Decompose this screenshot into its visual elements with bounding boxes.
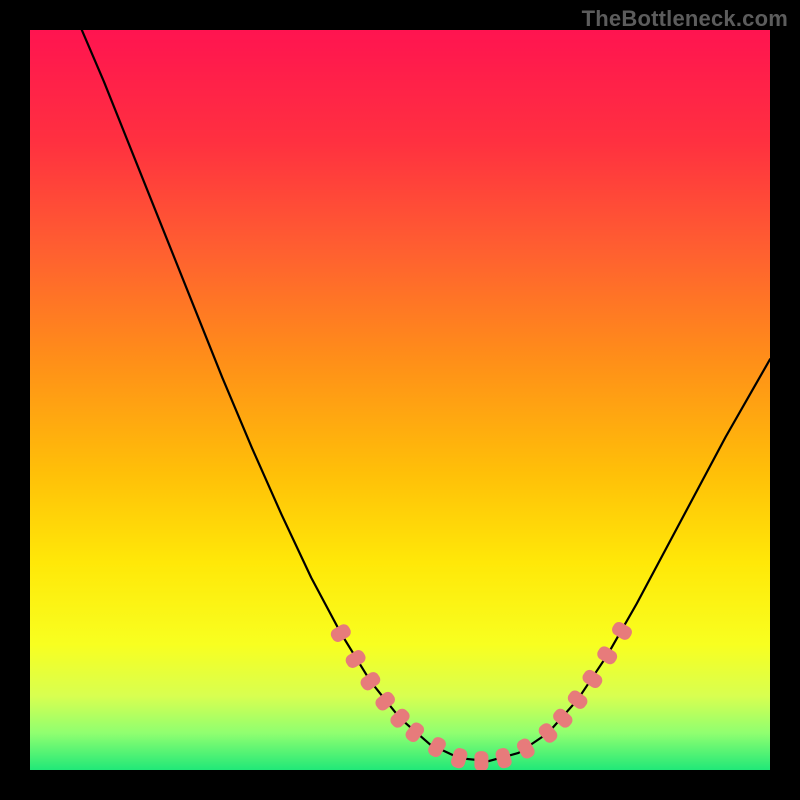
chart-frame: TheBottleneck.com — [0, 0, 800, 800]
curve-marker — [474, 751, 488, 770]
chart-background — [30, 30, 770, 770]
plot-area — [30, 30, 770, 770]
watermark-text: TheBottleneck.com — [582, 6, 788, 32]
bottleneck-curve-chart — [30, 30, 770, 770]
